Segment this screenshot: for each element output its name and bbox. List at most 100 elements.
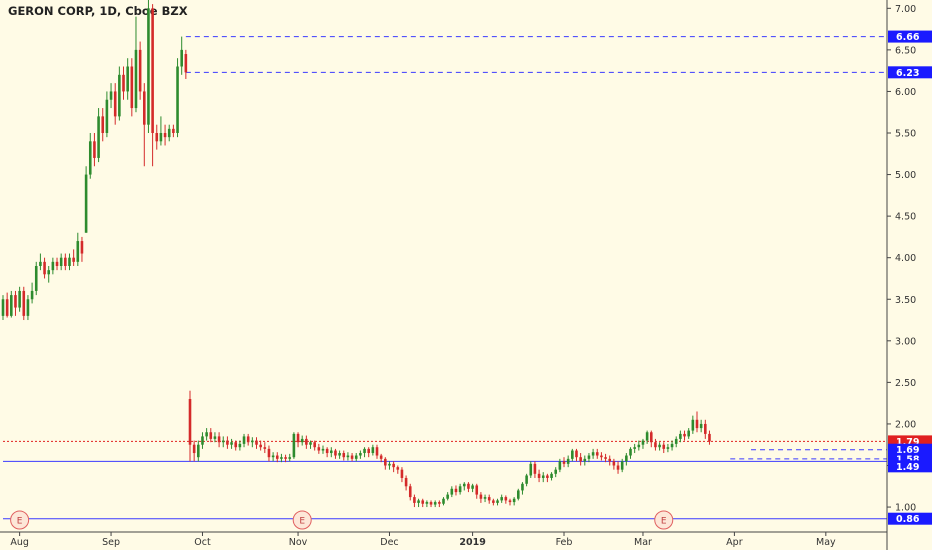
candle-body	[579, 457, 582, 462]
candle-body	[350, 455, 354, 459]
candle-body	[704, 423, 707, 434]
candle-body	[55, 261, 59, 266]
candle-body	[654, 442, 657, 448]
candle-body	[508, 500, 512, 503]
x-tick-label: Mar	[634, 537, 652, 548]
candle-body	[10, 295, 13, 316]
candle-body	[438, 502, 441, 504]
y-tick-label: 4.00	[895, 253, 916, 264]
candle-body	[475, 485, 479, 495]
candle-body	[346, 455, 350, 458]
candle-body	[221, 440, 225, 443]
candle-body	[275, 455, 279, 459]
candle-body	[167, 128, 171, 138]
candle-body	[571, 450, 574, 459]
candle-body	[188, 399, 192, 445]
candle-body	[205, 432, 208, 437]
candle-body	[687, 430, 690, 437]
candle-body	[608, 458, 612, 462]
candle-body	[296, 433, 300, 443]
candle-body	[591, 452, 595, 456]
candle-body	[604, 457, 607, 459]
candle-body	[371, 447, 375, 454]
candle-body	[147, 8, 150, 125]
chart-title: GERON CORP, 1D, Cboe BZX	[8, 4, 188, 18]
candle-body	[155, 133, 159, 142]
candle-body	[113, 91, 117, 117]
candle-body	[288, 457, 292, 459]
candle-body	[533, 463, 537, 474]
candle-body	[118, 74, 121, 117]
candle-body	[259, 444, 262, 448]
candle-body	[134, 49, 138, 109]
candle-body	[5, 299, 9, 316]
candle-body	[226, 440, 229, 445]
candle-body	[641, 440, 645, 445]
candle-body	[417, 500, 420, 503]
candle-body	[616, 465, 620, 470]
candle-body	[64, 257, 67, 266]
candle-body	[679, 433, 682, 439]
candle-body	[546, 475, 549, 478]
candle-body	[367, 448, 370, 454]
candle-body	[404, 477, 408, 487]
candle-body	[280, 457, 283, 459]
candle-body	[338, 453, 341, 456]
candle-body	[251, 440, 254, 443]
candle-body	[645, 432, 649, 441]
candle-body	[72, 257, 75, 262]
candle-body	[39, 261, 42, 266]
earnings-marker	[654, 510, 674, 530]
price-label-bg	[888, 443, 932, 456]
candle-body	[14, 295, 17, 308]
candle-body	[504, 497, 508, 501]
candle-body	[209, 432, 213, 439]
candle-body	[43, 261, 46, 275]
candle-body	[300, 438, 304, 443]
price-label: 1.49	[896, 462, 919, 473]
candle-body	[76, 241, 80, 262]
candle-body	[587, 455, 591, 459]
candle-body	[109, 91, 113, 100]
candle-body	[255, 440, 258, 445]
candle-body	[305, 438, 308, 445]
candle-body	[246, 436, 250, 443]
candle-body	[51, 261, 55, 271]
candle-body	[529, 463, 533, 476]
candle-body	[84, 174, 88, 233]
x-tick-label: Oct	[194, 537, 211, 548]
candle-body	[691, 419, 695, 431]
candle-body	[649, 432, 653, 443]
candle-body	[230, 442, 233, 445]
candle-body	[620, 461, 624, 470]
candle-body	[309, 442, 312, 445]
candle-body	[625, 455, 628, 462]
y-tick-label: 6.50	[895, 45, 916, 56]
candle-body	[629, 448, 632, 456]
x-tick-label: Dec	[380, 537, 398, 548]
candle-body	[93, 141, 96, 158]
price-label-bg	[888, 460, 932, 473]
candle-body	[666, 447, 670, 449]
price-label: 1.69	[896, 445, 919, 456]
candle-body	[379, 455, 383, 459]
candle-body	[408, 486, 412, 498]
candle-body	[271, 455, 275, 458]
candle-body	[396, 467, 400, 470]
candle-body	[433, 502, 437, 505]
candle-body	[421, 500, 425, 504]
x-tick-label: 2019	[459, 537, 485, 548]
candle-body	[699, 423, 703, 429]
y-tick-label: 2.50	[895, 378, 916, 389]
candle-body	[163, 133, 167, 138]
candle-body	[683, 433, 686, 437]
candle-body	[674, 438, 678, 444]
candle-body	[525, 475, 528, 484]
candle-body	[541, 475, 545, 478]
candle-body	[512, 498, 516, 503]
candle-body	[462, 483, 466, 487]
candle-body	[151, 8, 154, 133]
candle-body	[487, 497, 491, 501]
candle-body	[201, 436, 204, 445]
y-tick-label: 3.50	[895, 295, 916, 306]
